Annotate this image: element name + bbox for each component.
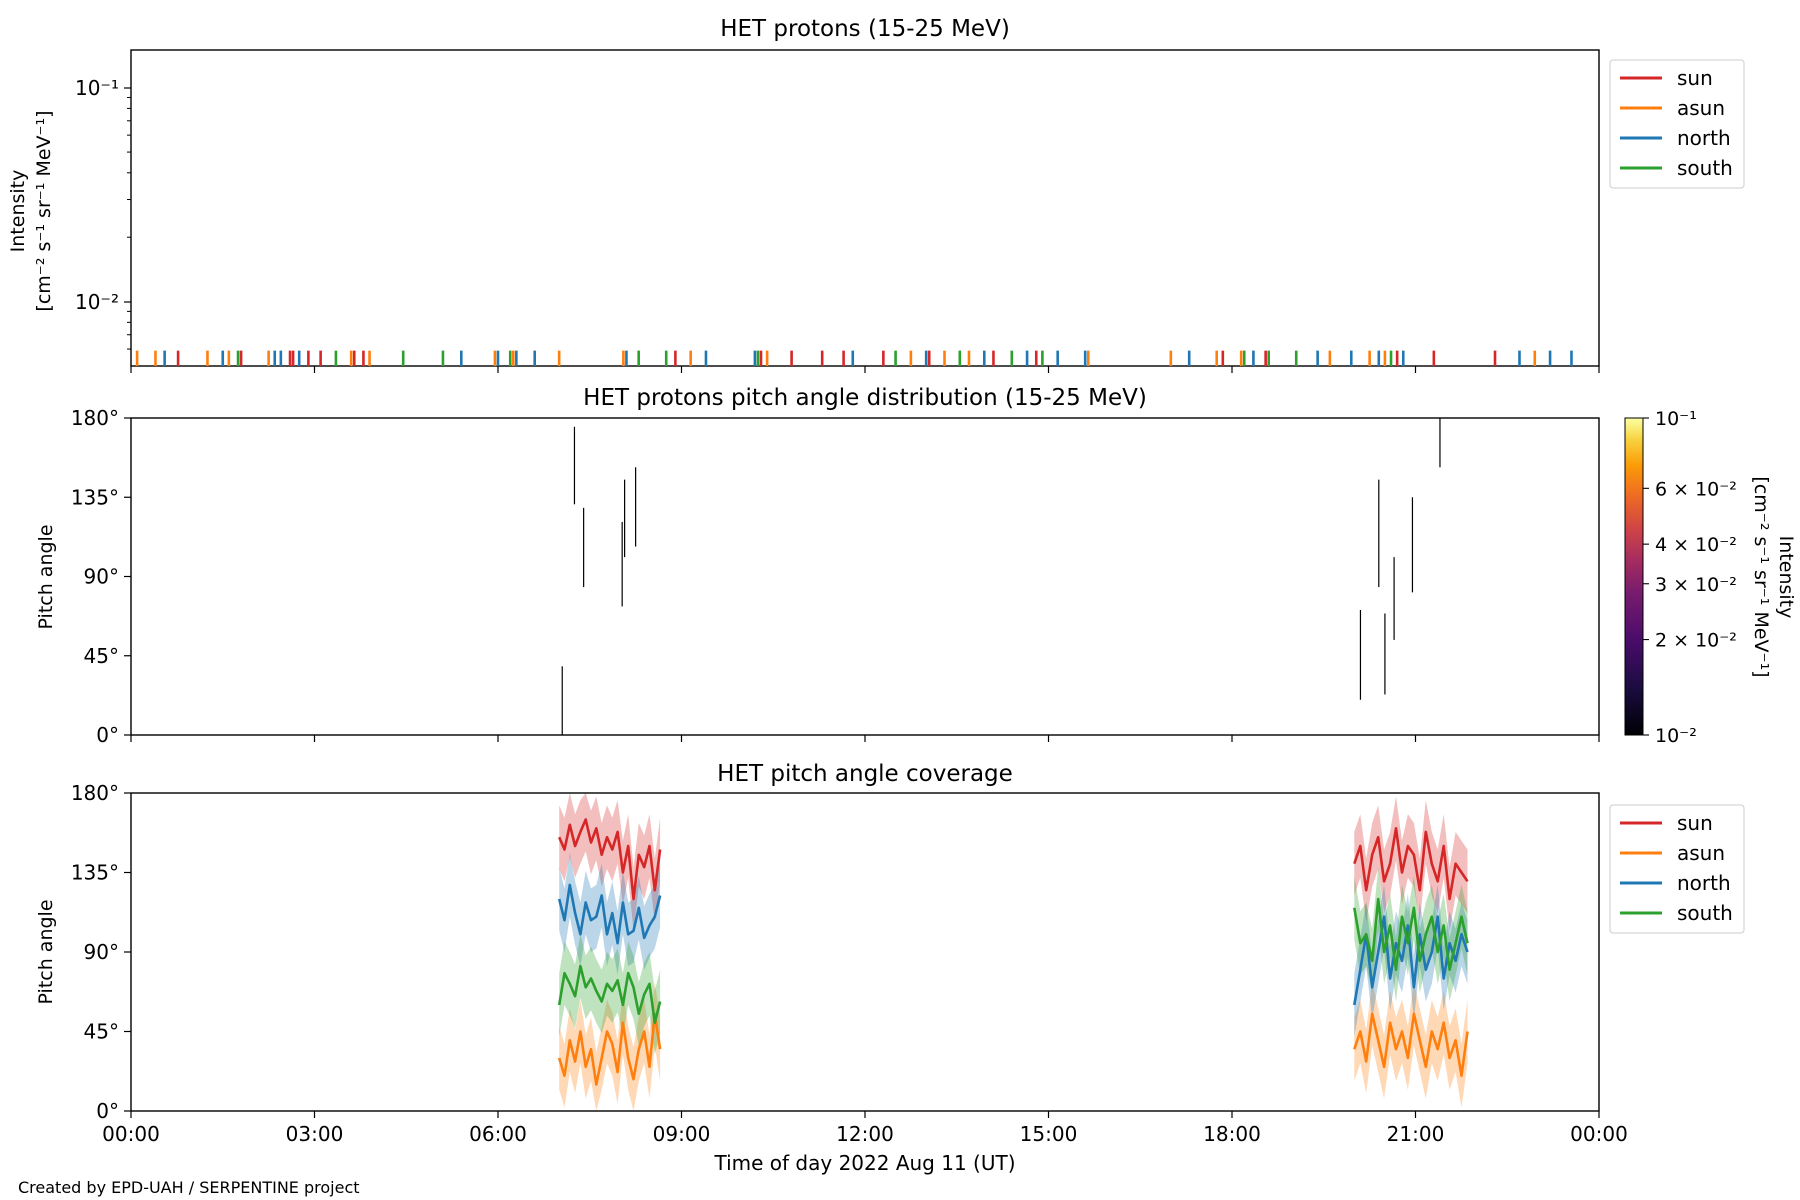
panel1-x-ticks: [130, 366, 1600, 373]
panel3-ytick-label-2: 90°: [84, 940, 119, 964]
panel3-interval-1-lines: [1353, 827, 1469, 1077]
panel1-legend-label-north: north: [1677, 126, 1731, 150]
panel3-y-axis: 180° 135° 90° 45° 0°: [71, 781, 131, 1123]
colorbar-tick-label-1: 6 × 10⁻²: [1655, 478, 1737, 500]
panel1-ytick-label-1: 10⁻¹: [75, 76, 119, 100]
colorbar-label-line2: [cm⁻² s⁻¹ sr⁻¹ MeV⁻¹]: [1750, 476, 1772, 677]
panel3-ytick-label-0: 180°: [71, 781, 119, 805]
colorbar-tick-label-0: 10⁻¹: [1655, 408, 1697, 430]
panel2-ylabel: Pitch angle: [35, 524, 57, 629]
panel2-ytick-label-1: 135°: [71, 485, 119, 509]
colorbar: 10⁻¹ 6 × 10⁻² 4 × 10⁻² 3 × 10⁻² 2 × 10⁻² 10⁻²…: [1624, 408, 1797, 747]
panel3-legend-label-south: south: [1677, 901, 1733, 925]
panel3-line-south-0: [557, 964, 662, 1024]
panel3-line-north-1: [1353, 915, 1469, 1006]
panel2-x-ticks: [130, 735, 1600, 742]
panel1-spikes: [135, 350, 1573, 366]
panel3-xtick-label-7: 21:00: [1387, 1122, 1445, 1146]
panel3-band-south-1: [1354, 867, 1468, 1002]
panel3-band-south-0: [559, 934, 661, 1055]
panel1-axes: [130, 49, 1600, 367]
panel3-title: HET pitch angle coverage: [717, 761, 1013, 787]
colorbar-tick-label-2: 4 × 10⁻²: [1655, 534, 1737, 556]
panel3-xtick-label-8: 00:00: [1570, 1122, 1628, 1146]
panel3-line-sun-0: [558, 818, 662, 901]
panel3-line-south-1: [1353, 897, 1469, 971]
panel1-legend: sun asun north south: [1609, 59, 1745, 189]
panel2-ytick-label-4: 0°: [96, 723, 119, 747]
panel3-ytick-label-3: 45°: [84, 1020, 119, 1044]
panel3-xtick-label-6: 18:00: [1203, 1122, 1261, 1146]
panel3-xtick-label-2: 06:00: [469, 1122, 527, 1146]
panel3-xtick-label-3: 09:00: [653, 1122, 711, 1146]
panel2-ytick-label-0: 180°: [71, 406, 119, 430]
panel3-legend: sun asun north south: [1609, 804, 1745, 934]
panel3-line-asun-0: [557, 1012, 662, 1086]
panel3-ytick-label-1: 135°: [71, 861, 119, 885]
panel2-segments: [561, 418, 1441, 735]
panel1-ylabel-line2: [cm⁻² s⁻¹ sr⁻¹ MeV⁻¹]: [33, 110, 55, 311]
panel3-band-sun-1: [1354, 796, 1468, 931]
panel3-ylabel: Pitch angle: [35, 899, 57, 1004]
panel1-legend-label-sun: sun: [1677, 66, 1713, 90]
panel3-xtick-label-4: 12:00: [836, 1122, 894, 1146]
panel3-xlabel: Time of day 2022 Aug 11 (UT): [713, 1151, 1015, 1175]
panel3-line-asun-1: [1353, 1012, 1469, 1077]
panel1-title: HET protons (15-25 MeV): [720, 16, 1010, 42]
panel3-xtick-label-5: 15:00: [1020, 1122, 1078, 1146]
footer-credit: Created by EPD-UAH / SERPENTINE project: [18, 1178, 360, 1197]
panel1-ytick-label-2: 10⁻²: [75, 290, 119, 314]
panel1-y-axis: 10⁻¹ 10⁻² Intensity [cm⁻² s⁻¹ sr⁻¹ MeV⁻¹…: [7, 76, 131, 314]
colorbar-gradient: [1624, 417, 1644, 736]
panel2-ytick-label-3: 45°: [84, 644, 119, 668]
panel2-y-axis: 180° 135° 90° 45° 0°: [71, 406, 131, 747]
panel3-interval-0-lines: [557, 818, 662, 1086]
panel3-ytick-label-4: 0°: [96, 1099, 119, 1123]
panel3-xtick-label-0: 00:00: [102, 1122, 160, 1146]
panel2-ytick-label-2: 90°: [84, 565, 119, 589]
panel3-legend-label-asun: asun: [1677, 841, 1725, 865]
panel3-legend-label-north: north: [1677, 871, 1731, 895]
panel3-xtick-label-1: 03:00: [286, 1122, 344, 1146]
colorbar-ticks: 10⁻¹ 6 × 10⁻² 4 × 10⁻² 3 × 10⁻² 2 × 10⁻² 10⁻²: [1643, 408, 1737, 747]
panel2-title: HET protons pitch angle distribution (15…: [583, 385, 1147, 411]
panel1-legend-box: [1609, 59, 1745, 189]
colorbar-tick-label-4: 2 × 10⁻²: [1655, 630, 1737, 652]
panel3-band-north-0: [559, 853, 661, 975]
colorbar-tick-label-5: 10⁻²: [1655, 725, 1697, 747]
panel1-legend-label-asun: asun: [1677, 96, 1725, 120]
colorbar-label-line1: Intensity: [1775, 536, 1797, 619]
panel3-legend-box: [1609, 804, 1745, 934]
panel1-ylabel-line1: Intensity: [7, 170, 29, 253]
panel1-minor-ticks: [127, 96, 131, 350]
panel3-line-north-0: [557, 883, 662, 945]
panel3-legend-label-sun: sun: [1677, 811, 1713, 835]
panel3-line-sun-1: [1353, 827, 1469, 901]
panel1-legend-label-south: south: [1677, 156, 1733, 180]
panel3-x-axis: 00:00 03:00 06:00 09:00 12:00 15:00 18:00 21:00…: [102, 1111, 1628, 1146]
panel3-series: [557, 793, 1469, 1111]
colorbar-tick-label-3: 3 × 10⁻²: [1655, 574, 1737, 596]
